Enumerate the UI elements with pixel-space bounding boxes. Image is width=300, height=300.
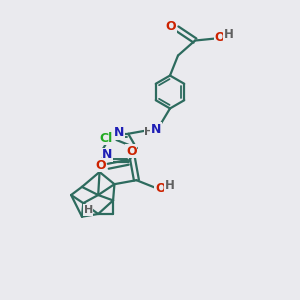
Text: N: N — [114, 126, 124, 139]
Text: H: H — [164, 179, 174, 192]
Text: H: H — [84, 205, 93, 215]
Text: N: N — [102, 148, 113, 161]
Text: O: O — [155, 182, 166, 195]
Text: O: O — [126, 145, 137, 158]
Text: Cl: Cl — [100, 131, 113, 145]
Text: O: O — [215, 31, 225, 44]
Text: O: O — [166, 20, 176, 33]
Text: H: H — [224, 28, 234, 41]
Text: H: H — [144, 128, 154, 137]
Text: N: N — [151, 123, 161, 136]
Text: O: O — [95, 159, 106, 172]
